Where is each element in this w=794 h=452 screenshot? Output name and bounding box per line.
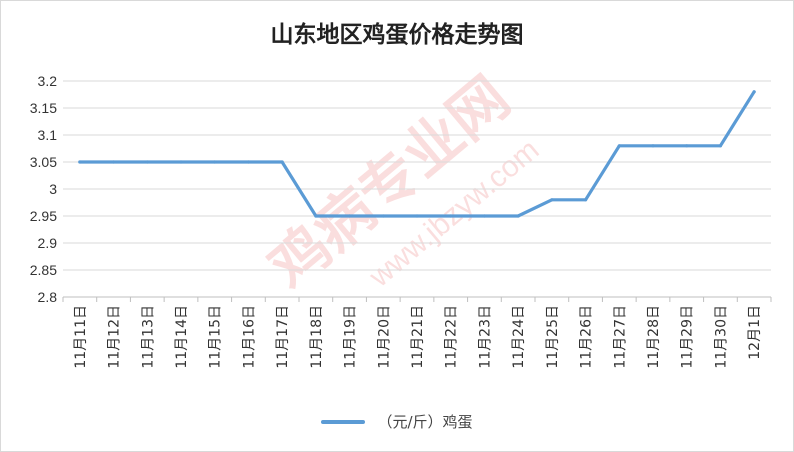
x-tick-label: 11月24日 <box>511 305 527 369</box>
data-point <box>381 214 385 218</box>
legend-label: （元/斤）鸡蛋 <box>377 413 473 431</box>
x-tick-label: 11月27日 <box>612 305 628 369</box>
x-tick-label: 11月30日 <box>713 305 729 369</box>
data-point <box>651 144 655 148</box>
data-point <box>415 214 419 218</box>
x-tick-label: 11月25日 <box>545 305 561 369</box>
x-tick-label: 11月15日 <box>208 305 224 369</box>
chart-title: 山东地区鸡蛋价格走势图 <box>270 21 524 48</box>
data-point <box>482 214 487 218</box>
data-point <box>213 160 217 164</box>
x-tick-label: 11月14日 <box>174 305 190 369</box>
legend-swatch <box>321 419 366 424</box>
data-point <box>685 144 689 148</box>
x-tick-label: 11月23日 <box>477 305 493 369</box>
chart-legend: （元/斤）鸡蛋 <box>1 411 793 432</box>
y-tick-label: 3.2 <box>38 73 58 89</box>
x-tick-label: 11月18日 <box>309 305 325 369</box>
x-tick-label: 11月17日 <box>275 305 291 369</box>
y-tick-label: 2.95 <box>30 208 57 224</box>
data-point <box>516 214 520 218</box>
y-tick-label: 2.85 <box>30 262 57 278</box>
data-point <box>449 214 453 218</box>
data-point <box>718 144 723 148</box>
data-point <box>752 90 756 94</box>
data-point <box>78 160 82 164</box>
x-tick-label: 11月22日 <box>444 305 460 369</box>
y-tick-label: 2.8 <box>38 289 58 305</box>
data-point <box>145 160 149 164</box>
x-tick-label: 11月11日 <box>73 305 89 369</box>
data-point <box>246 160 251 164</box>
y-tick-label: 3.1 <box>38 127 58 143</box>
data-point <box>314 214 318 218</box>
x-tick-label: 11月13日 <box>140 305 156 369</box>
x-tick-label: 12月1日 <box>747 305 763 360</box>
data-point <box>583 198 588 202</box>
x-tick-label: 11月21日 <box>410 305 426 369</box>
x-tick-label: 11月26日 <box>579 305 595 369</box>
data-point <box>617 144 621 148</box>
x-tick-label: 11月16日 <box>241 305 257 369</box>
data-point <box>347 214 352 218</box>
data-point <box>280 160 284 164</box>
y-tick-label: 3.15 <box>30 100 57 116</box>
data-point <box>179 160 183 164</box>
x-tick-label: 11月29日 <box>680 305 696 369</box>
y-tick-label: 3.05 <box>30 154 57 170</box>
x-tick-label: 11月20日 <box>376 305 392 369</box>
y-tick-label: 2.9 <box>38 235 58 251</box>
x-tick-label: 11月12日 <box>107 305 123 369</box>
data-point <box>550 198 554 202</box>
y-tick-label: 3 <box>49 181 57 197</box>
x-tick-label: 11月19日 <box>343 305 359 369</box>
x-tick-label: 11月28日 <box>646 305 662 369</box>
data-point <box>111 160 116 164</box>
